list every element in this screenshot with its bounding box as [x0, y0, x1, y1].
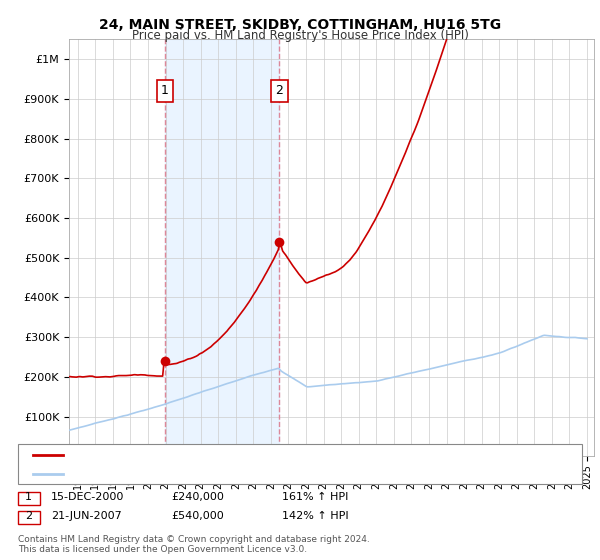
Text: Contains HM Land Registry data © Crown copyright and database right 2024.: Contains HM Land Registry data © Crown c… [18, 535, 370, 544]
Text: 2: 2 [275, 85, 283, 97]
Text: 1: 1 [25, 492, 32, 502]
Text: 142% ↑ HPI: 142% ↑ HPI [282, 511, 349, 521]
Text: 1: 1 [161, 85, 169, 97]
Text: 24, MAIN STREET, SKIDBY, COTTINGHAM, HU16 5TG (detached house): 24, MAIN STREET, SKIDBY, COTTINGHAM, HU1… [69, 450, 433, 460]
Text: 161% ↑ HPI: 161% ↑ HPI [282, 492, 349, 502]
Text: 15-DEC-2000: 15-DEC-2000 [51, 492, 124, 502]
Text: HPI: Average price, detached house, East Riding of Yorkshire: HPI: Average price, detached house, East… [69, 469, 385, 479]
Text: £540,000: £540,000 [171, 511, 224, 521]
Text: This data is licensed under the Open Government Licence v3.0.: This data is licensed under the Open Gov… [18, 545, 307, 554]
Text: 2: 2 [25, 511, 32, 521]
Text: 21-JUN-2007: 21-JUN-2007 [51, 511, 122, 521]
Text: 24, MAIN STREET, SKIDBY, COTTINGHAM, HU16 5TG: 24, MAIN STREET, SKIDBY, COTTINGHAM, HU1… [99, 18, 501, 32]
Text: Price paid vs. HM Land Registry's House Price Index (HPI): Price paid vs. HM Land Registry's House … [131, 29, 469, 42]
Text: £240,000: £240,000 [171, 492, 224, 502]
Bar [165, 39, 279, 456]
